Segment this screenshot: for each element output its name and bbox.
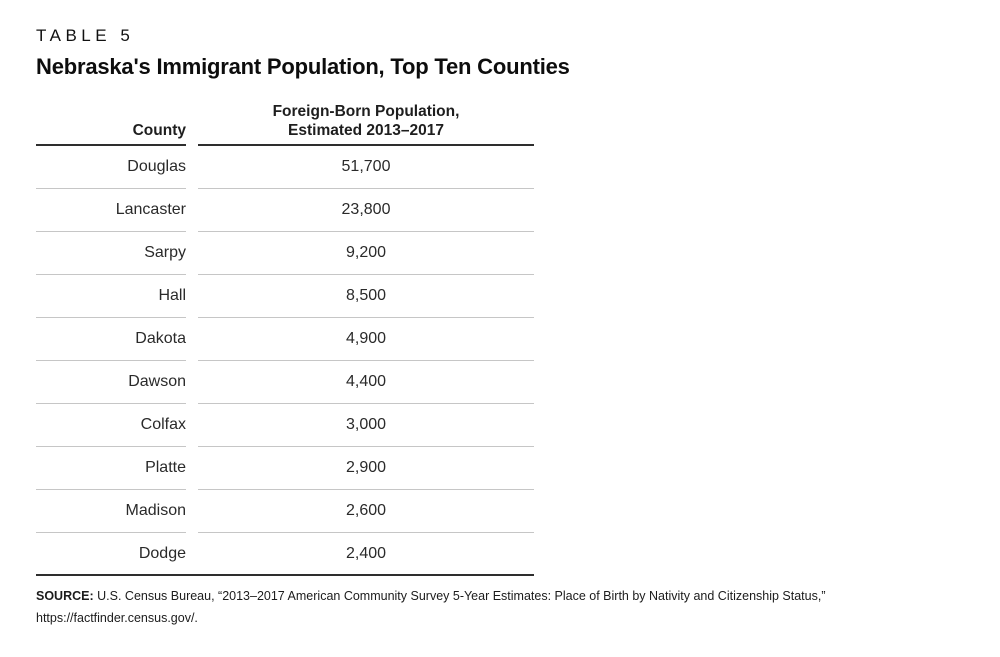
table-body: Douglas 51,700 Lancaster 23,800 Sarpy 9,…: [36, 146, 534, 576]
table-row: Platte 2,900: [36, 447, 534, 490]
table-row: Madison 2,600: [36, 490, 534, 533]
table-row: Colfax 3,000: [36, 404, 534, 447]
table-header-row: County Foreign-Born Population, Estimate…: [36, 102, 534, 146]
county-cell: Platte: [36, 447, 186, 490]
source-note: SOURCE: U.S. Census Bureau, “2013–2017 A…: [36, 585, 956, 629]
population-cell: 23,800: [198, 189, 534, 232]
table-row: Sarpy 9,200: [36, 232, 534, 275]
county-cell: Hall: [36, 275, 186, 318]
table-number-label: TABLE 5: [36, 26, 135, 45]
county-cell: Dawson: [36, 361, 186, 404]
county-cell: Sarpy: [36, 232, 186, 275]
population-cell: 2,400: [345, 544, 387, 562]
county-cell: Colfax: [36, 404, 186, 447]
source-text: U.S. Census Bureau, “2013–2017 American …: [36, 589, 826, 625]
report-page: TABLE 5 Nebraska's Immigrant Population,…: [36, 26, 956, 629]
column-header-county: County: [36, 102, 186, 146]
population-cell: 4,400: [198, 361, 534, 404]
table-row: Dawson 4,400: [36, 361, 534, 404]
population-cell: 4,900: [198, 318, 534, 361]
population-table: County Foreign-Born Population, Estimate…: [36, 102, 534, 576]
county-cell: Dodge: [138, 544, 186, 562]
county-cell: Dakota: [36, 318, 186, 361]
population-cell: 51,700: [198, 146, 534, 189]
table-title: Nebraska's Immigrant Population, Top Ten…: [36, 54, 570, 79]
column-header-population-line2: Estimated 2013–2017: [288, 122, 444, 139]
column-header-population-line1: Foreign-Born Population,: [272, 103, 460, 120]
population-cell: 9,200: [198, 232, 534, 275]
county-cell: Lancaster: [36, 189, 186, 232]
source-label: SOURCE:: [36, 589, 94, 603]
table-row: Hall 8,500: [36, 275, 534, 318]
table-row: Dakota 4,900: [36, 318, 534, 361]
table-row: Lancaster 23,800: [36, 189, 534, 232]
county-cell: Madison: [36, 490, 186, 533]
population-cell: 3,000: [198, 404, 534, 447]
table-row: Dodge 2,400: [36, 533, 534, 576]
population-cell: 2,900: [198, 447, 534, 490]
column-header-population: Foreign-Born Population, Estimated 2013–…: [198, 102, 534, 146]
population-cell: 8,500: [198, 275, 534, 318]
county-cell: Douglas: [36, 146, 186, 189]
population-cell: 2,600: [198, 490, 534, 533]
table-row: Douglas 51,700: [36, 146, 534, 189]
column-header-county-label: County: [132, 122, 186, 139]
